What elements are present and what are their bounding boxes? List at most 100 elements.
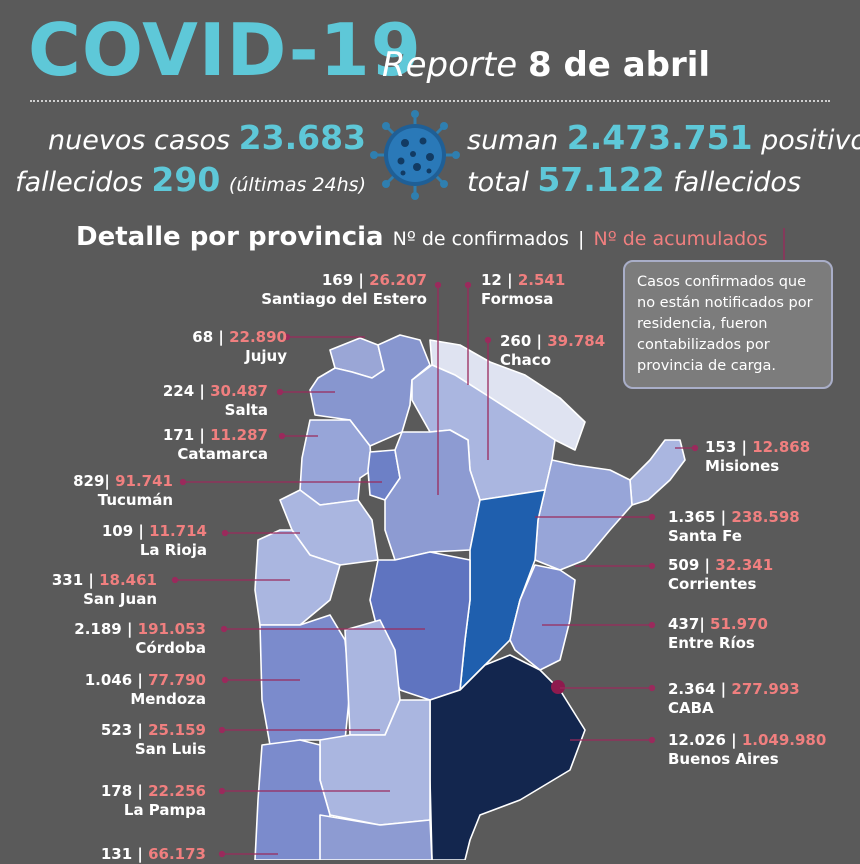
tucuman-name: Tucumán bbox=[97, 490, 173, 509]
mendoza-confirmed: 1.046 bbox=[84, 671, 133, 689]
province-entrerios bbox=[509, 564, 576, 671]
total-prefix: suman bbox=[467, 125, 559, 156]
accumulated-legend: Nº de acumulados bbox=[593, 228, 768, 250]
corrientes-name: Corrientes bbox=[668, 574, 757, 593]
mendoza-accumulated: 77.790 bbox=[148, 671, 206, 689]
santafe-name: Santa Fe bbox=[668, 526, 742, 545]
note-box: Casos confirmados que no están notificad… bbox=[623, 260, 833, 390]
detail-title: Detalle por provincia bbox=[76, 222, 384, 252]
label-mendoza: 1.046 | 77.790 Mendoza bbox=[84, 671, 206, 708]
detail-heading: Detalle por provincia Nº de confirmados … bbox=[76, 222, 768, 252]
province-rionegro bbox=[319, 814, 433, 860]
cordoba-name: Córdoba bbox=[135, 638, 206, 657]
label-salta: 224 | 30.487 Salta bbox=[162, 382, 268, 419]
report-date: 8 de abril bbox=[527, 45, 711, 85]
label-jujuy: 68 | 22.890 Jujuy bbox=[192, 328, 287, 365]
new-cases-label: nuevos casos bbox=[48, 125, 231, 156]
province-santiago bbox=[384, 429, 481, 561]
corrientes-accumulated: 32.341 bbox=[715, 556, 774, 574]
sanjuan-accumulated: 18.461 bbox=[99, 571, 157, 589]
new-cases-value: 23.683 bbox=[238, 118, 366, 157]
total-deaths-prefix: total bbox=[467, 167, 529, 198]
deaths-stat: fallecidos 290 (últimas 24hs) bbox=[15, 160, 366, 199]
legend-separator: | bbox=[578, 228, 585, 250]
chaco-accumulated: 39.784 bbox=[547, 332, 606, 350]
sanluis-name: San Luis bbox=[134, 739, 206, 758]
entrerios-name: Entre Ríos bbox=[668, 633, 755, 652]
neuquen-accumulated: 66.173 bbox=[148, 845, 206, 863]
tucuman-accumulated: 91.741 bbox=[115, 472, 173, 490]
jujuy-name: Jujuy bbox=[245, 346, 287, 365]
tucuman-confirmed: 829 bbox=[73, 472, 105, 490]
lapampa-confirmed: 178 bbox=[100, 782, 133, 800]
santiago-accumulated: 26.207 bbox=[369, 271, 427, 289]
province-neuquen bbox=[254, 739, 331, 860]
caba-marker bbox=[551, 680, 565, 694]
total-deaths-suffix: fallecidos bbox=[673, 167, 802, 198]
caba-accumulated: 277.993 bbox=[731, 680, 800, 698]
misiones-confirmed: 153 bbox=[705, 438, 737, 456]
caba-confirmed: 2.364 bbox=[668, 680, 716, 698]
cordoba-confirmed: 2.189 bbox=[74, 620, 122, 638]
santafe-confirmed: 1.365 bbox=[668, 508, 716, 526]
new-cases-stat: nuevos casos 23.683 bbox=[48, 118, 366, 157]
deaths-value: 290 bbox=[151, 160, 221, 199]
label-larioja: 109 | 11.714 La Rioja bbox=[101, 522, 207, 559]
lapampa-accumulated: 22.256 bbox=[148, 782, 206, 800]
salta-accumulated: 30.487 bbox=[210, 382, 268, 400]
neuquen-confirmed: 131 bbox=[100, 845, 133, 863]
buenosaires-accumulated: 1.049.980 bbox=[741, 731, 827, 749]
sanluis-accumulated: 25.159 bbox=[148, 721, 206, 739]
province-corrientes bbox=[534, 459, 633, 571]
salta-confirmed: 224 bbox=[162, 382, 195, 400]
label-formosa: 12 | 2.541 Formosa bbox=[481, 271, 566, 308]
report-prefix: Reporte bbox=[382, 45, 518, 85]
label-caba: 2.364 | 277.993 CABA bbox=[668, 680, 800, 717]
buenosaires-confirmed: 12.026 bbox=[668, 731, 726, 749]
cordoba-accumulated: 191.053 bbox=[137, 620, 206, 638]
misiones-name: Misiones bbox=[705, 456, 780, 475]
sanluis-confirmed: 523 bbox=[100, 721, 133, 739]
sanjuan-name: San Juan bbox=[83, 589, 157, 608]
catamarca-accumulated: 11.287 bbox=[210, 426, 268, 444]
corrientes-confirmed: 509 bbox=[668, 556, 700, 574]
formosa-name: Formosa bbox=[481, 289, 554, 308]
divider bbox=[30, 100, 830, 102]
label-sanluis: 523 | 25.159 San Luis bbox=[100, 721, 206, 758]
province-catamarca bbox=[299, 419, 373, 506]
label-sanjuan: 331 | 18.461 San Juan bbox=[51, 571, 157, 608]
deaths-label: fallecidos bbox=[15, 167, 143, 198]
label-lapampa: 178 | 22.256 La Pampa bbox=[100, 782, 206, 819]
sanjuan-confirmed: 331 bbox=[51, 571, 84, 589]
label-buenosaires: 12.026 | 1.049.980 Buenos Aires bbox=[668, 731, 827, 768]
total-deaths-stat: total 57.122 fallecidos bbox=[467, 160, 801, 199]
report-subtitle: Reporte 8 de abril bbox=[382, 45, 710, 85]
lapampa-name: La Pampa bbox=[123, 800, 206, 819]
caba-name: CABA bbox=[668, 698, 714, 717]
label-santiago: 169 | 26.207 Santiago del Estero bbox=[261, 271, 427, 308]
label-chaco: 260 | 39.784 Chaco bbox=[500, 332, 606, 369]
deaths-note: (últimas 24hs) bbox=[228, 174, 366, 196]
chaco-name: Chaco bbox=[500, 350, 552, 369]
province-buenosaires bbox=[429, 654, 586, 860]
santafe-accumulated: 238.598 bbox=[731, 508, 800, 526]
jujuy-confirmed: 68 bbox=[192, 328, 214, 346]
province-sanjuan bbox=[254, 529, 341, 626]
province-mendoza bbox=[259, 614, 351, 746]
label-santafe: 1.365 | 238.598 Santa Fe bbox=[668, 508, 800, 545]
confirmed-legend: Nº de confirmados bbox=[392, 228, 569, 250]
entrerios-accumulated: 51.970 bbox=[710, 615, 768, 633]
catamarca-confirmed: 171 bbox=[162, 426, 195, 444]
jujuy-accumulated: 22.890 bbox=[229, 328, 287, 346]
catamarca-name: Catamarca bbox=[177, 444, 268, 463]
label-entrerios: 437| 51.970 Entre Ríos bbox=[668, 615, 768, 652]
entrerios-confirmed: 437 bbox=[668, 615, 700, 633]
formosa-confirmed: 12 bbox=[481, 271, 502, 289]
total-positive-stat: suman 2.473.751 positivos bbox=[467, 118, 860, 157]
label-catamarca: 171 | 11.287 Catamarca bbox=[162, 426, 268, 463]
mendoza-name: Mendoza bbox=[130, 689, 206, 708]
formosa-accumulated: 2.541 bbox=[517, 271, 566, 289]
santiago-confirmed: 169 bbox=[321, 271, 354, 289]
larioja-confirmed: 109 bbox=[101, 522, 134, 540]
